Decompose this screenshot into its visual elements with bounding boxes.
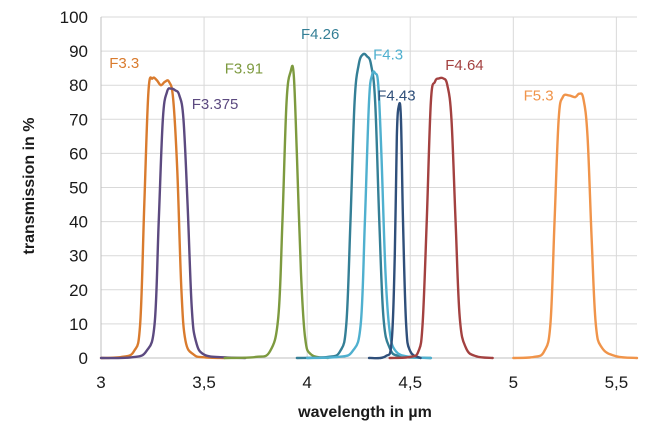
x-axis-title: wavelength in µm <box>297 404 432 421</box>
x-tick-label: 4,5 <box>398 373 422 392</box>
series-line-f3-3 <box>99 76 226 360</box>
series-curves <box>99 52 639 360</box>
y-tick-label: 0 <box>79 349 88 368</box>
series-line-f3-375 <box>99 87 247 360</box>
y-tick-label: 100 <box>60 8 88 27</box>
series-line-f5-3 <box>512 92 639 360</box>
x-tick-label: 3 <box>96 373 105 392</box>
series-label-f4-43: F4.43 <box>377 88 415 105</box>
series-line-f4-64 <box>388 76 494 360</box>
series-labels: F3.3 F3.375 F3.91 F4.26 F4.3 F4.43 F4.64 F5.3 <box>109 26 553 113</box>
series-line-f3-91 <box>223 64 329 360</box>
y-tick-label: 40 <box>69 213 88 232</box>
y-tick-label: 30 <box>69 247 88 266</box>
series-label-f3-91: F3.91 <box>225 60 263 77</box>
series-line-f4-43 <box>367 101 422 360</box>
y-tick-label: 90 <box>69 42 88 61</box>
y-tick-label: 50 <box>69 179 88 198</box>
y-axis-title: transmission in % <box>21 118 38 255</box>
x-tick-label: 3,5 <box>192 373 216 392</box>
series-line-f4-26 <box>295 52 433 360</box>
y-tick-label: 60 <box>69 144 88 163</box>
x-tick-label: 4 <box>302 373 311 392</box>
y-tick-label: 80 <box>69 76 88 95</box>
series-label-f4-64: F4.64 <box>445 57 483 74</box>
x-tick-label: 5,5 <box>605 373 629 392</box>
series-label-f4-3: F4.3 <box>373 47 403 64</box>
y-tick-label: 20 <box>69 281 88 300</box>
series-label-f3-3: F3.3 <box>109 55 139 72</box>
series-label-f5-3: F5.3 <box>524 88 554 105</box>
series-label-f3-375: F3.375 <box>192 96 239 113</box>
tick-labels: 0 10 20 30 40 50 60 70 80 90 100 3 3,5 4 4,5 5 5,5 <box>60 8 629 392</box>
y-tick-label: 10 <box>69 315 88 334</box>
y-tick-label: 70 <box>69 110 88 129</box>
x-tick-label: 5 <box>509 373 518 392</box>
series-label-f4-26: F4.26 <box>301 26 339 43</box>
series-line-f4-3 <box>305 70 433 360</box>
